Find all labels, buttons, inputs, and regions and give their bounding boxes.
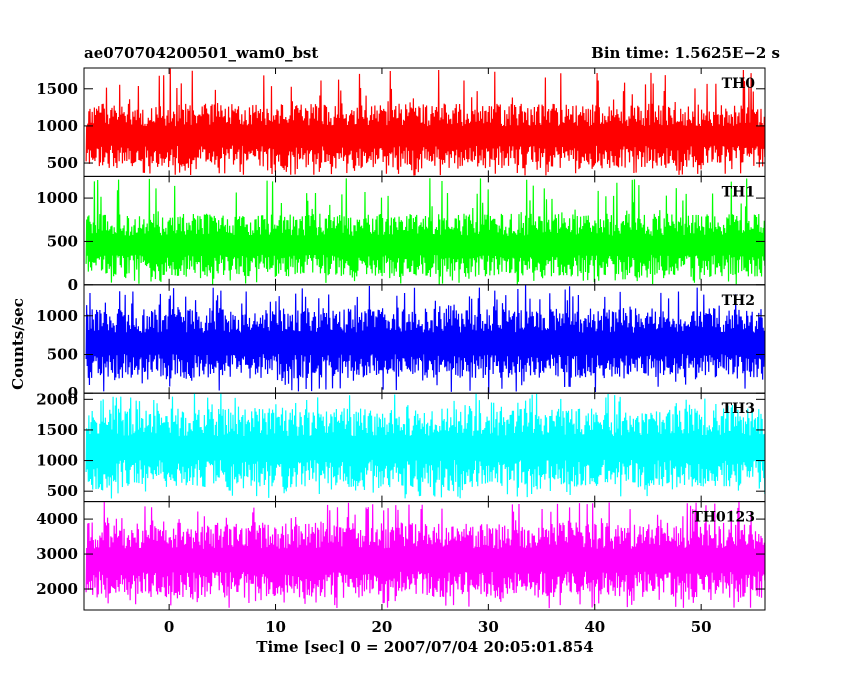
panel-th3: 500 1000 1500 2000 TH3	[36, 390, 766, 503]
y-tick-label: 4000	[36, 510, 78, 528]
panel-th1: 0 500 1000 TH1	[36, 175, 766, 294]
panel-label-th3: TH3	[722, 401, 755, 417]
y-tick-label: 500	[47, 345, 78, 363]
y-tick-label: 3000	[36, 545, 78, 563]
y-tick-label: 0	[68, 384, 78, 402]
y-tick-label: 1000	[36, 189, 78, 207]
x-tick-label: 0	[164, 618, 174, 636]
y-tick-label: 1000	[36, 117, 78, 135]
series-line-th3	[85, 393, 766, 499]
panel-th0: 500 1000 1500 TH0	[36, 67, 766, 177]
x-tick-label: 40	[584, 618, 605, 636]
panel-label-th0123: TH0123	[692, 510, 755, 526]
y-tick-label: 1000	[36, 307, 78, 325]
panel-th0123: 2000 3000 4000 TH0123	[36, 501, 766, 611]
panel-th2: 0 500 1000 TH2	[36, 284, 766, 402]
series-line-th2	[85, 284, 766, 394]
series-line-th1	[85, 178, 766, 285]
plot-title-right: Bin time: 1.5625E−2 s	[591, 44, 780, 62]
y-tick-label: 500	[47, 232, 78, 250]
y-axis-label: Counts/sec	[9, 298, 27, 390]
y-tick-label: 500	[47, 154, 78, 172]
y-tick-label: 500	[47, 482, 78, 500]
y-tick-label: 0	[68, 276, 78, 294]
x-axis-label: Time [sec] 0 = 2007/07/04 20:05:01.854	[256, 638, 594, 656]
series-line-th0123	[85, 501, 766, 609]
panel-label-th1: TH1	[722, 184, 755, 200]
y-tick-label: 2000	[36, 390, 78, 408]
panel-frame	[83, 501, 766, 611]
panel-label-th2: TH2	[722, 293, 755, 309]
y-tick-label: 1500	[36, 421, 78, 439]
x-tick-label: 30	[478, 618, 499, 636]
series-line-th0	[85, 68, 766, 176]
x-tick-label: 50	[691, 618, 712, 636]
y-tick-label: 2000	[36, 580, 78, 598]
x-tick-label: 10	[265, 618, 286, 636]
plot-title-left: ae070704200501_wam0_bst	[84, 44, 319, 62]
y-tick-label: 1500	[36, 80, 78, 98]
x-tick-label: 20	[372, 618, 393, 636]
panel-label-th0: TH0	[722, 76, 756, 92]
y-tick-label: 1000	[36, 452, 78, 470]
